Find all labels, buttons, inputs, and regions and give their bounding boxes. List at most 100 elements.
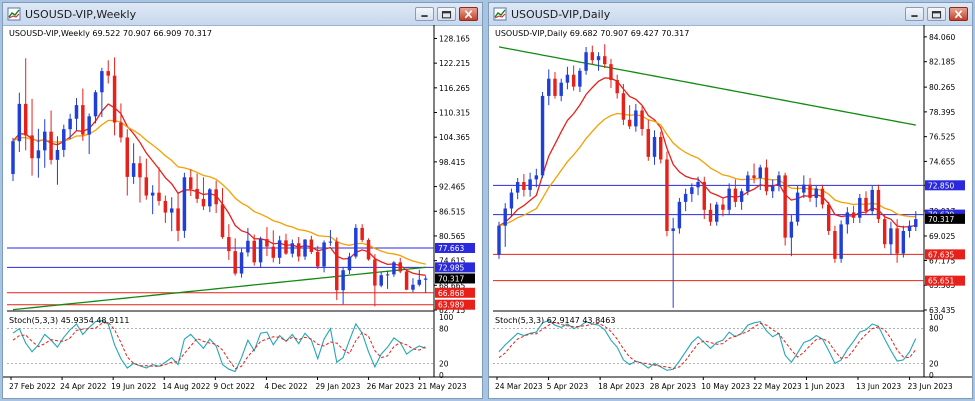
candle-body: [195, 188, 199, 199]
candle-body: [677, 201, 682, 229]
candle-body: [138, 163, 142, 178]
candle-body: [559, 82, 563, 96]
price-tick-label: 104.365: [439, 133, 470, 142]
candle-body: [17, 103, 22, 142]
date-label: 10 May 2023: [701, 382, 750, 391]
candle-body: [239, 252, 244, 274]
price-tick-label: 78.395: [929, 108, 955, 117]
restore-icon: [931, 11, 942, 19]
date-label: 24 Mar 2023: [495, 382, 543, 391]
candle-body: [914, 219, 918, 228]
candle-body: [176, 208, 180, 231]
price-level-label: 65.651: [928, 277, 954, 286]
price-tick-label: 68.665: [439, 281, 465, 290]
candle-body: [106, 71, 110, 76]
candle-body: [366, 239, 371, 260]
candle-body: [163, 200, 168, 213]
candle-body: [634, 110, 638, 127]
candle-body: [373, 259, 377, 286]
date-label: 14 Aug 2022: [162, 382, 210, 391]
candle-body: [42, 131, 47, 151]
minimize-button[interactable]: [905, 7, 924, 21]
candle-body: [584, 52, 588, 71]
candle-body: [777, 175, 781, 186]
candle-body: [36, 150, 41, 159]
candle-body: [708, 209, 713, 222]
candle-body: [341, 270, 345, 291]
candle-body: [571, 74, 576, 87]
restore-button[interactable]: [927, 7, 946, 21]
stoch-tick-label: 20: [929, 359, 939, 368]
candle-body: [783, 175, 787, 238]
candle-body: [23, 103, 28, 136]
candle-body: [665, 159, 669, 232]
candle-body: [752, 175, 756, 179]
candle-body: [758, 167, 762, 179]
price-level-box: [435, 299, 475, 310]
candle-body: [398, 262, 403, 272]
candle-body: [423, 278, 428, 280]
price-tick-label: 67.175: [929, 256, 955, 265]
candle-body: [284, 240, 288, 254]
candle-body: [144, 177, 149, 196]
candle-body: [354, 227, 358, 257]
candle-body: [882, 219, 887, 245]
price-tick-label: 80.265: [929, 83, 955, 92]
candle-body: [652, 136, 657, 157]
candle-body: [907, 225, 912, 232]
date-label: 1 Jun 2023: [804, 382, 845, 391]
candle-body: [214, 189, 218, 205]
candle-body: [290, 243, 295, 254]
price-tick-label: 69.025: [929, 232, 955, 241]
candle-body: [578, 70, 582, 87]
stoch-tick-label: 100: [929, 313, 944, 322]
candle-body: [826, 204, 831, 232]
date-label: 28 Apr 2023: [650, 382, 697, 391]
candle-body: [201, 198, 206, 207]
price-tick-label: 92.465: [439, 183, 465, 192]
price-tick-label: 84.060: [929, 33, 955, 42]
weekly-title-bar[interactable]: USOUSD-VIP,Weekly: [3, 3, 482, 26]
candle-body: [55, 149, 60, 160]
close-icon: [464, 10, 473, 19]
orange-moving-average: [498, 112, 916, 227]
price-tick-label: 74.615: [439, 257, 465, 266]
close-button[interactable]: [949, 7, 968, 21]
candle-body: [596, 56, 601, 61]
daily-chart[interactable]: USOUSD-VIP,Daily 69.682 70.907 69.427 70…: [489, 25, 972, 398]
stoch-tick-label: 100: [439, 313, 454, 322]
candle-body: [62, 129, 66, 150]
restore-button[interactable]: [437, 7, 456, 21]
price-tick-label: 86.515: [439, 207, 465, 216]
price-level-label: 72.985: [438, 263, 464, 272]
close-button[interactable]: [459, 7, 478, 21]
price-tick-label: 76.525: [929, 133, 955, 142]
candle-body: [721, 204, 725, 210]
candle-body: [335, 241, 339, 291]
candle-body: [119, 122, 123, 138]
candle-body: [615, 80, 619, 94]
candle-body: [509, 192, 514, 209]
daily-title-bar[interactable]: USOUSD-VIP,Daily: [489, 3, 972, 26]
stoch-main-line: [498, 319, 917, 371]
candle-body: [271, 246, 276, 258]
date-label: 18 Apr 2023: [598, 382, 645, 391]
price-level-box: [435, 242, 475, 253]
candle-body: [404, 271, 409, 290]
chart-header-text: USOUSD-VIP,Weekly 69.522 70.907 66.909 7…: [9, 29, 212, 38]
daily-window-title: USOUSD-VIP,Daily: [511, 8, 611, 21]
weekly-chart[interactable]: USOUSD-VIP,Weekly 69.522 70.907 66.909 7…: [3, 25, 482, 398]
green-moving-average: [12, 266, 426, 311]
price-tick-label: 80.565: [439, 232, 465, 241]
price-tick-label: 98.415: [439, 158, 465, 167]
candle-body: [876, 189, 881, 220]
candle-body: [522, 182, 526, 190]
candle-body: [603, 56, 607, 65]
candle-body: [417, 279, 422, 285]
chart-window-icon: [7, 7, 21, 21]
minimize-button[interactable]: [415, 7, 434, 21]
candle-body: [497, 225, 501, 255]
candle-body: [379, 275, 383, 286]
candle-body: [169, 208, 174, 213]
candle-body: [503, 208, 507, 226]
